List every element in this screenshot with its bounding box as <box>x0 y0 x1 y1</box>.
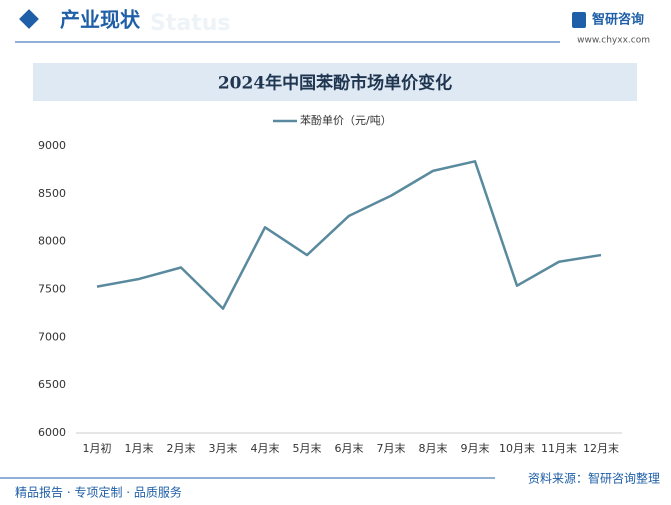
x-tick-label: 3月末 <box>209 441 238 455</box>
x-tick-label: 4月末 <box>251 441 280 455</box>
y-tick-label: 8500 <box>38 187 66 200</box>
logo-icon <box>572 12 586 28</box>
x-tick-label: 9月末 <box>461 441 490 455</box>
y-tick-label: 9000 <box>38 139 66 152</box>
header-ghost: Status <box>150 11 230 36</box>
x-tick-label: 10月末 <box>499 441 535 455</box>
x-tick-label: 2月末 <box>167 441 196 455</box>
x-tick-label: 12月末 <box>583 441 619 455</box>
y-tick-label: 6000 <box>38 426 66 439</box>
y-tick-label: 8000 <box>38 235 66 248</box>
y-tick-label: 7000 <box>38 330 66 343</box>
chart-title: 2024年中国苯酚市场单价变化 <box>218 73 452 94</box>
x-tick-label: 11月末 <box>541 441 577 455</box>
x-tick-label: 7月末 <box>377 441 406 455</box>
x-tick-label: 6月末 <box>335 441 364 455</box>
logo-text: 智研咨询 <box>592 12 644 28</box>
title-banner <box>33 63 637 101</box>
y-tick-label: 6500 <box>38 378 66 391</box>
source-note: 资料来源：智研咨询整理 <box>528 471 660 486</box>
footer-slogan: 精品报告 · 专项定制 · 品质服务 <box>15 485 182 500</box>
x-tick-label: 8月末 <box>419 441 448 455</box>
legend-label: 苯酚单价（元/吨） <box>300 113 392 127</box>
x-tick-label: 1月末 <box>125 441 154 455</box>
y-tick-label: 7500 <box>38 283 66 296</box>
header-url: www.chyxx.com <box>577 36 650 46</box>
x-tick-label: 5月末 <box>293 441 322 455</box>
x-tick-label: 1月初 <box>83 441 112 455</box>
series-line <box>96 160 602 310</box>
header-title: 产业现状 <box>60 8 141 32</box>
